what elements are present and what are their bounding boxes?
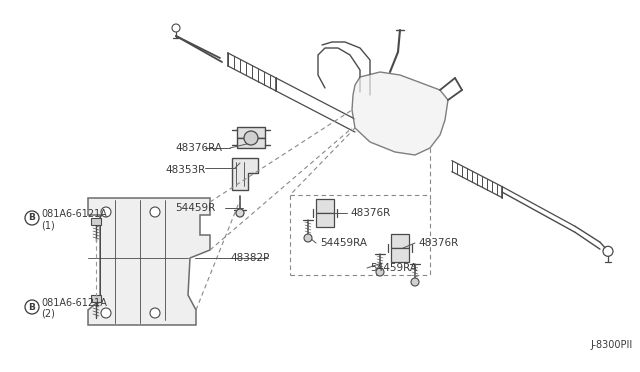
Polygon shape <box>91 295 101 302</box>
Text: (1): (1) <box>41 220 55 230</box>
Ellipse shape <box>319 208 332 219</box>
Text: 48376R: 48376R <box>418 238 458 248</box>
Polygon shape <box>237 138 265 148</box>
Text: 48382P: 48382P <box>230 253 269 263</box>
Text: 081A6-6121A: 081A6-6121A <box>41 209 107 219</box>
Text: 081A6-6121A: 081A6-6121A <box>41 298 107 308</box>
Polygon shape <box>352 72 448 155</box>
Circle shape <box>236 209 244 217</box>
Circle shape <box>101 207 111 217</box>
Circle shape <box>376 268 384 276</box>
Text: 54459RA: 54459RA <box>320 238 367 248</box>
Text: 48353R: 48353R <box>165 165 205 175</box>
Circle shape <box>101 308 111 318</box>
Text: B: B <box>29 302 35 311</box>
Text: B: B <box>29 214 35 222</box>
Polygon shape <box>91 218 101 225</box>
Text: 48376RA: 48376RA <box>175 143 222 153</box>
Polygon shape <box>237 127 265 138</box>
Polygon shape <box>232 158 258 190</box>
Polygon shape <box>316 213 334 227</box>
Circle shape <box>150 207 160 217</box>
Circle shape <box>411 278 419 286</box>
Text: (2): (2) <box>41 309 55 319</box>
Text: 48376R: 48376R <box>350 208 390 218</box>
Polygon shape <box>88 198 210 325</box>
Text: 54459RA: 54459RA <box>370 263 417 273</box>
Polygon shape <box>391 248 409 262</box>
Text: 54459R: 54459R <box>175 203 215 213</box>
Polygon shape <box>316 199 334 213</box>
Circle shape <box>304 234 312 242</box>
Circle shape <box>150 308 160 318</box>
Circle shape <box>244 131 258 145</box>
Polygon shape <box>391 234 409 248</box>
Text: J-8300PII: J-8300PII <box>590 340 632 350</box>
Ellipse shape <box>394 243 406 254</box>
